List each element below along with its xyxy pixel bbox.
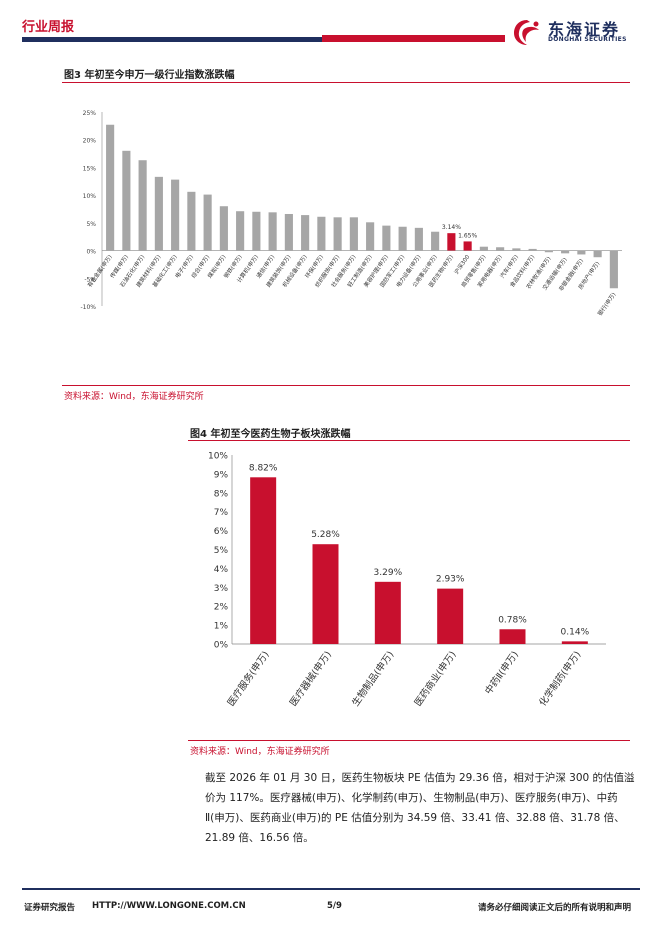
figure4-top-rule — [188, 440, 630, 441]
figure3-bar — [349, 217, 358, 251]
figure3-bar — [122, 150, 131, 251]
figure3-bar — [544, 250, 553, 253]
logo-text-en: DONGHAI SECURITIES — [548, 36, 627, 43]
figure3-chart: 25%20%15%10%5%0%-5%-10%有色金属(申万)传媒(申万)石油石… — [80, 110, 622, 318]
figure3-bar — [577, 250, 586, 255]
figure4-data-label: 0.78% — [498, 615, 527, 625]
figure4-data-label: 8.82% — [249, 463, 278, 473]
figure3-y-tick-label: 25% — [83, 110, 97, 117]
figure4-chart: 10% 9% 8% 7% 6% 5% 4% 3% 2% 1% 0% 8.82% 医疗服务(申万) 5.28… — [208, 452, 606, 709]
footer-rule — [22, 888, 640, 890]
figure4-source: 资料来源：Wind，东海证券研究所 — [190, 747, 330, 757]
figure4-bar — [312, 544, 339, 644]
figure3-bar — [414, 227, 423, 251]
figure4-y-tick-label: 1% — [214, 622, 229, 632]
figure4-y-tick-label: 5% — [214, 546, 229, 556]
figure4-data-label: 5.28% — [311, 530, 340, 540]
footer-disclaimer: 请务必仔细阅读正文后的所有说明和声明 — [478, 903, 632, 913]
figure4-y-tick-label: 10% — [208, 452, 228, 462]
figure3-bar — [154, 176, 163, 251]
footer-left-label: 证券研究报告 — [24, 903, 76, 913]
figure3-bar — [171, 179, 180, 251]
figure3-y-tick-label: -10% — [80, 304, 96, 311]
donghai-logo-icon — [514, 20, 539, 45]
figure3-bar — [219, 206, 228, 251]
figure3-bar — [561, 250, 570, 254]
figure3-y-tick-label: 20% — [83, 138, 97, 145]
figure3-bar — [333, 217, 342, 251]
figure4-bar — [561, 641, 588, 644]
figure4-y-tick-label: 6% — [214, 527, 229, 537]
figure4-title: 图4 年初至今医药生物子板块涨跌幅 — [190, 429, 351, 440]
figure3-bar — [366, 222, 375, 251]
figure4-y-tick-label: 9% — [214, 470, 229, 480]
figure4-y-tick-label: 7% — [214, 508, 229, 518]
figure4-data-label: 2.93% — [436, 575, 465, 585]
figure3-bar — [138, 160, 147, 251]
figure3-bar — [301, 215, 310, 251]
figure3-bar — [496, 247, 505, 251]
body-paragraph: 截至 2026 年 01 月 30 日，医药生物板块 PE 估值为 29.36 … — [205, 772, 635, 844]
figure3-category-label: 银行(申万) — [596, 291, 618, 318]
figure3-title: 图3 年初至今申万一级行业指数涨跌幅 — [64, 70, 235, 81]
figure4-category-label: 生物制品(申万) — [350, 649, 397, 709]
figure4-bar — [499, 629, 526, 644]
header-rule-red — [322, 35, 642, 42]
figure4-category-label: 化学制药(申万) — [537, 649, 584, 709]
figure4-data-label: 0.14% — [561, 627, 590, 637]
figure3-data-label: 1.65% — [458, 232, 477, 239]
figure4-bar — [374, 581, 401, 644]
figure3-category-label: 有色金属(申万) — [85, 253, 113, 289]
figure4-category-label: 中药Ⅱ(申万) — [482, 649, 521, 697]
figure3-bar — [187, 191, 196, 251]
footer-url-link[interactable]: HTTP://WWW.LONGONE.COM.CN — [92, 901, 246, 911]
figure3-bar — [252, 211, 261, 251]
figure4-data-label: 3.29% — [374, 568, 403, 578]
figure3-bar — [382, 225, 391, 251]
figure4-y-tick-label: 8% — [214, 489, 229, 499]
figure4-bar — [437, 588, 464, 644]
figure3-bar — [106, 124, 115, 251]
figure3-bar — [593, 250, 602, 258]
figure3-bar — [447, 233, 456, 251]
figure4-y-tick-label: 4% — [214, 565, 229, 575]
figure4-category-label: 医药商业(申万) — [412, 649, 459, 709]
figure4-y-tick-label: 0% — [214, 641, 229, 651]
figure3-bar — [317, 216, 326, 251]
figure3-y-tick-label: 10% — [83, 193, 97, 200]
figure4-y-tick-label: 2% — [214, 603, 229, 613]
figure3-bottom-rule — [62, 385, 630, 386]
figure3-category-label: 沪深300 — [452, 253, 471, 276]
figure3-bar — [268, 212, 277, 251]
figure4-category-label: 医疗服务(申万) — [225, 649, 272, 709]
figure3-y-tick-label: 15% — [83, 165, 97, 172]
figure3-source: 资料来源：Wind，东海证券研究所 — [64, 392, 204, 402]
figure3-top-rule — [62, 82, 630, 83]
figure4-bar — [250, 477, 277, 644]
logo-text-cn: 东海证券 — [548, 20, 621, 39]
figure4-category-label: 医疗器械(申万) — [287, 649, 334, 709]
figure3-bar — [463, 241, 472, 251]
figure3-y-tick-label: 5% — [86, 221, 96, 228]
footer-page-number: 5/9 — [327, 901, 342, 911]
figure3-data-label: 3.14% — [442, 224, 461, 231]
figure4-y-tick-label: 3% — [214, 584, 229, 594]
figure3-y-tick-label: 0% — [86, 249, 96, 256]
figure3-bar — [284, 213, 293, 251]
figure3-y-tick-label: -5% — [84, 276, 96, 283]
header-title: 行业周报 — [22, 20, 75, 35]
header-rule-navy — [22, 37, 322, 42]
figure3-bar — [479, 246, 488, 251]
figure3-bar — [528, 248, 537, 251]
figure3-bar — [609, 250, 618, 289]
figure3-bar — [398, 226, 407, 251]
figure4-bottom-rule — [188, 740, 630, 741]
figure3-bar — [203, 194, 212, 251]
figure3-bar — [512, 248, 521, 251]
figure3-bar — [236, 211, 245, 251]
figure3-bar — [431, 231, 440, 251]
